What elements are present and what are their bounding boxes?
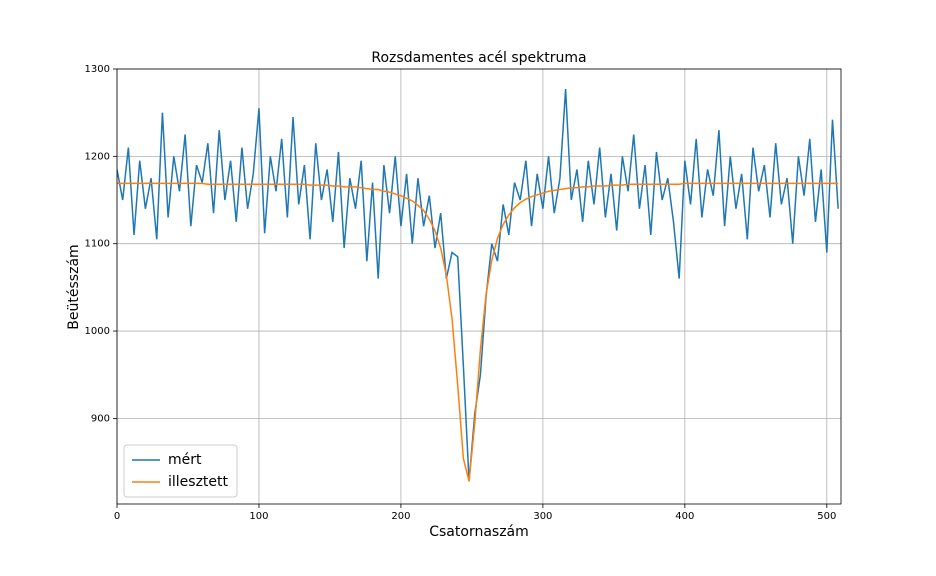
legend-box	[123, 444, 238, 498]
y-tick-label: 1100	[85, 239, 110, 250]
y-tick-label: 1300	[85, 64, 110, 75]
y-axis-label: Beütésszám	[66, 244, 82, 329]
x-axis-label: Csatornaszám	[429, 524, 529, 540]
x-tick-label: 300	[533, 511, 552, 522]
x-tick-label: 400	[675, 511, 694, 522]
y-tick-label: 900	[91, 413, 110, 424]
data-line	[117, 182, 839, 482]
x-tick-label: 0	[114, 511, 120, 522]
x-tick-label: 500	[817, 511, 836, 522]
x-tick-label: 100	[249, 511, 268, 522]
x-tick-label: 200	[391, 511, 410, 522]
legend-label: illesztett	[168, 474, 229, 490]
chart-title: Rozsdamentes acél spektruma	[371, 50, 586, 66]
data-line	[117, 89, 839, 482]
y-tick-label: 1200	[85, 151, 110, 162]
y-tick-label: 1000	[85, 326, 110, 337]
legend-label: mért	[168, 452, 202, 468]
plot-frame	[116, 68, 842, 505]
